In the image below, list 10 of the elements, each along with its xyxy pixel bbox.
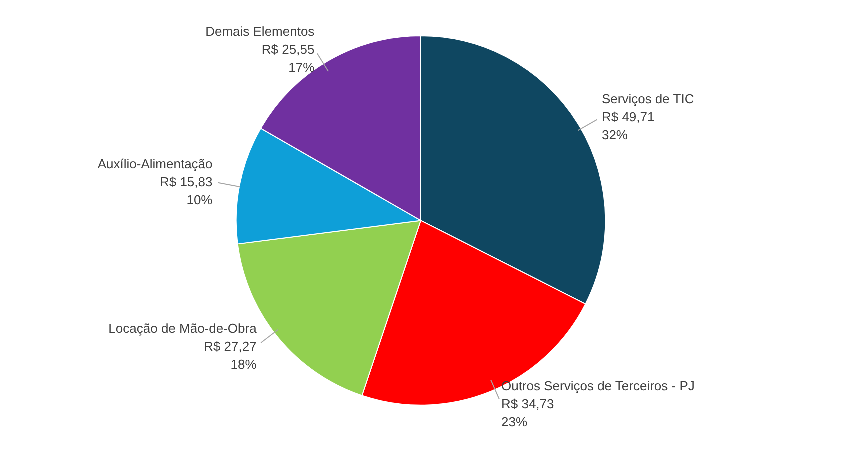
data-label: R$ 25,55 17% [262,42,316,75]
data-label: R$ 49,71 32% [602,110,655,143]
data-label: R$ 15,83 10% [160,174,214,208]
slice-label: Demais Elementos [206,24,316,39]
slice-label: Auxílio-Alimentação [98,156,213,172]
slice-label: Serviços de TIC [602,92,694,107]
data-label: R$ 34,73 23% [501,396,554,430]
slice-label: Outros Serviços de Terceiros - PJ [501,378,695,394]
data-label: R$ 27,27 18% [204,338,258,372]
slice-label: Locação de Mão-de-Obra [108,320,258,336]
